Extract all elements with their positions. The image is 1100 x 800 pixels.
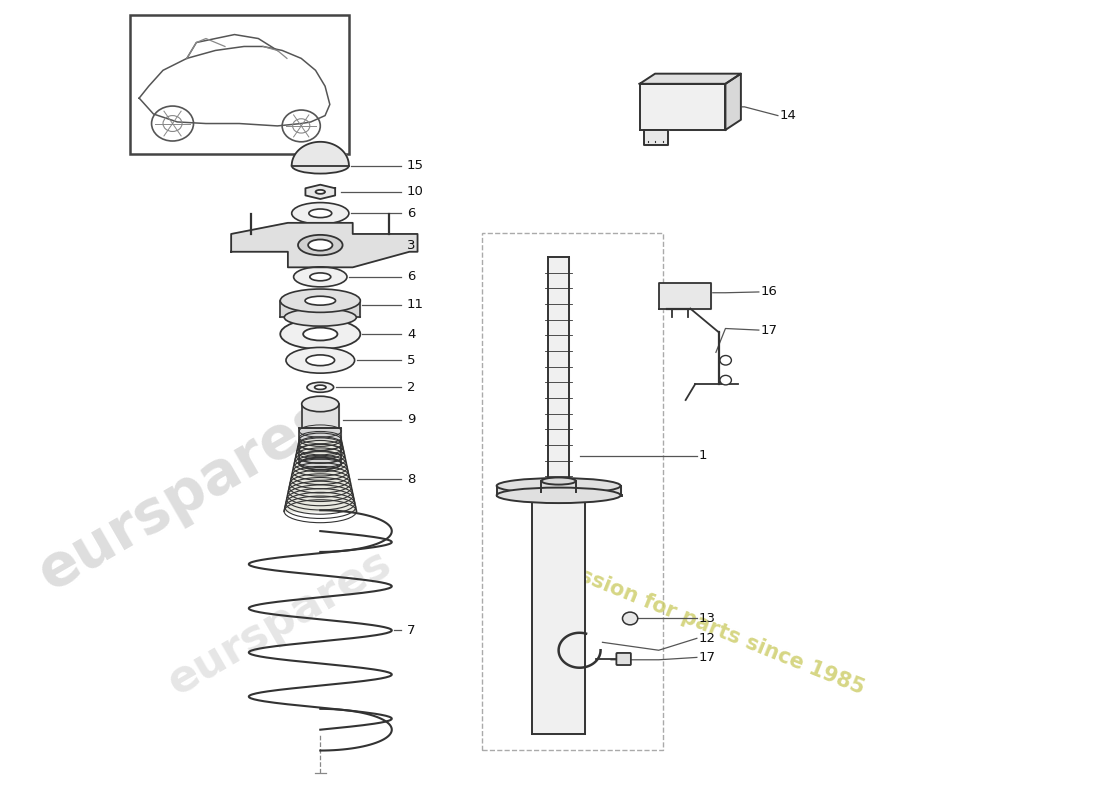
Ellipse shape	[301, 396, 339, 412]
Ellipse shape	[304, 328, 338, 341]
Ellipse shape	[308, 239, 332, 250]
Text: 11: 11	[407, 298, 424, 311]
Text: 17: 17	[698, 651, 716, 664]
Text: 12: 12	[698, 632, 716, 645]
Text: a passion for parts since 1985: a passion for parts since 1985	[530, 546, 868, 698]
Ellipse shape	[310, 273, 331, 281]
Ellipse shape	[309, 209, 332, 218]
Ellipse shape	[292, 202, 349, 224]
Ellipse shape	[315, 385, 326, 390]
Polygon shape	[644, 130, 668, 145]
Polygon shape	[659, 283, 711, 309]
Bar	[130, 14, 349, 154]
Text: 2: 2	[407, 381, 416, 394]
Ellipse shape	[294, 267, 346, 287]
Ellipse shape	[292, 158, 349, 174]
Ellipse shape	[299, 458, 341, 470]
Text: 17: 17	[761, 323, 778, 337]
Circle shape	[720, 355, 732, 365]
Ellipse shape	[316, 190, 324, 194]
Ellipse shape	[280, 319, 361, 349]
Ellipse shape	[307, 382, 333, 392]
Text: eurspares: eurspares	[160, 541, 398, 704]
Text: 8: 8	[407, 473, 416, 486]
Ellipse shape	[286, 347, 354, 373]
Text: eurspares: eurspares	[29, 389, 342, 602]
Text: 10: 10	[407, 186, 424, 198]
Text: 5: 5	[407, 354, 416, 366]
Ellipse shape	[280, 289, 361, 312]
Text: 14: 14	[780, 109, 796, 122]
Polygon shape	[231, 223, 418, 267]
Ellipse shape	[298, 235, 342, 255]
Ellipse shape	[305, 296, 336, 305]
Text: 13: 13	[698, 612, 716, 625]
Text: 1: 1	[698, 449, 707, 462]
Ellipse shape	[497, 487, 620, 503]
Circle shape	[623, 612, 638, 625]
Text: 9: 9	[407, 414, 416, 426]
Polygon shape	[306, 185, 336, 199]
Ellipse shape	[284, 309, 356, 326]
Circle shape	[720, 375, 732, 385]
Text: 4: 4	[407, 327, 416, 341]
Polygon shape	[639, 74, 741, 84]
FancyBboxPatch shape	[616, 653, 631, 665]
Ellipse shape	[497, 478, 620, 494]
Bar	[483, 233, 663, 750]
Text: 7: 7	[407, 624, 416, 637]
Text: 15: 15	[407, 159, 424, 172]
Ellipse shape	[541, 478, 575, 485]
Text: 6: 6	[407, 207, 416, 220]
Text: 6: 6	[407, 270, 416, 283]
Text: 16: 16	[761, 286, 778, 298]
Ellipse shape	[306, 355, 334, 366]
Polygon shape	[725, 74, 741, 130]
Text: 3: 3	[407, 238, 416, 251]
Polygon shape	[639, 84, 725, 130]
